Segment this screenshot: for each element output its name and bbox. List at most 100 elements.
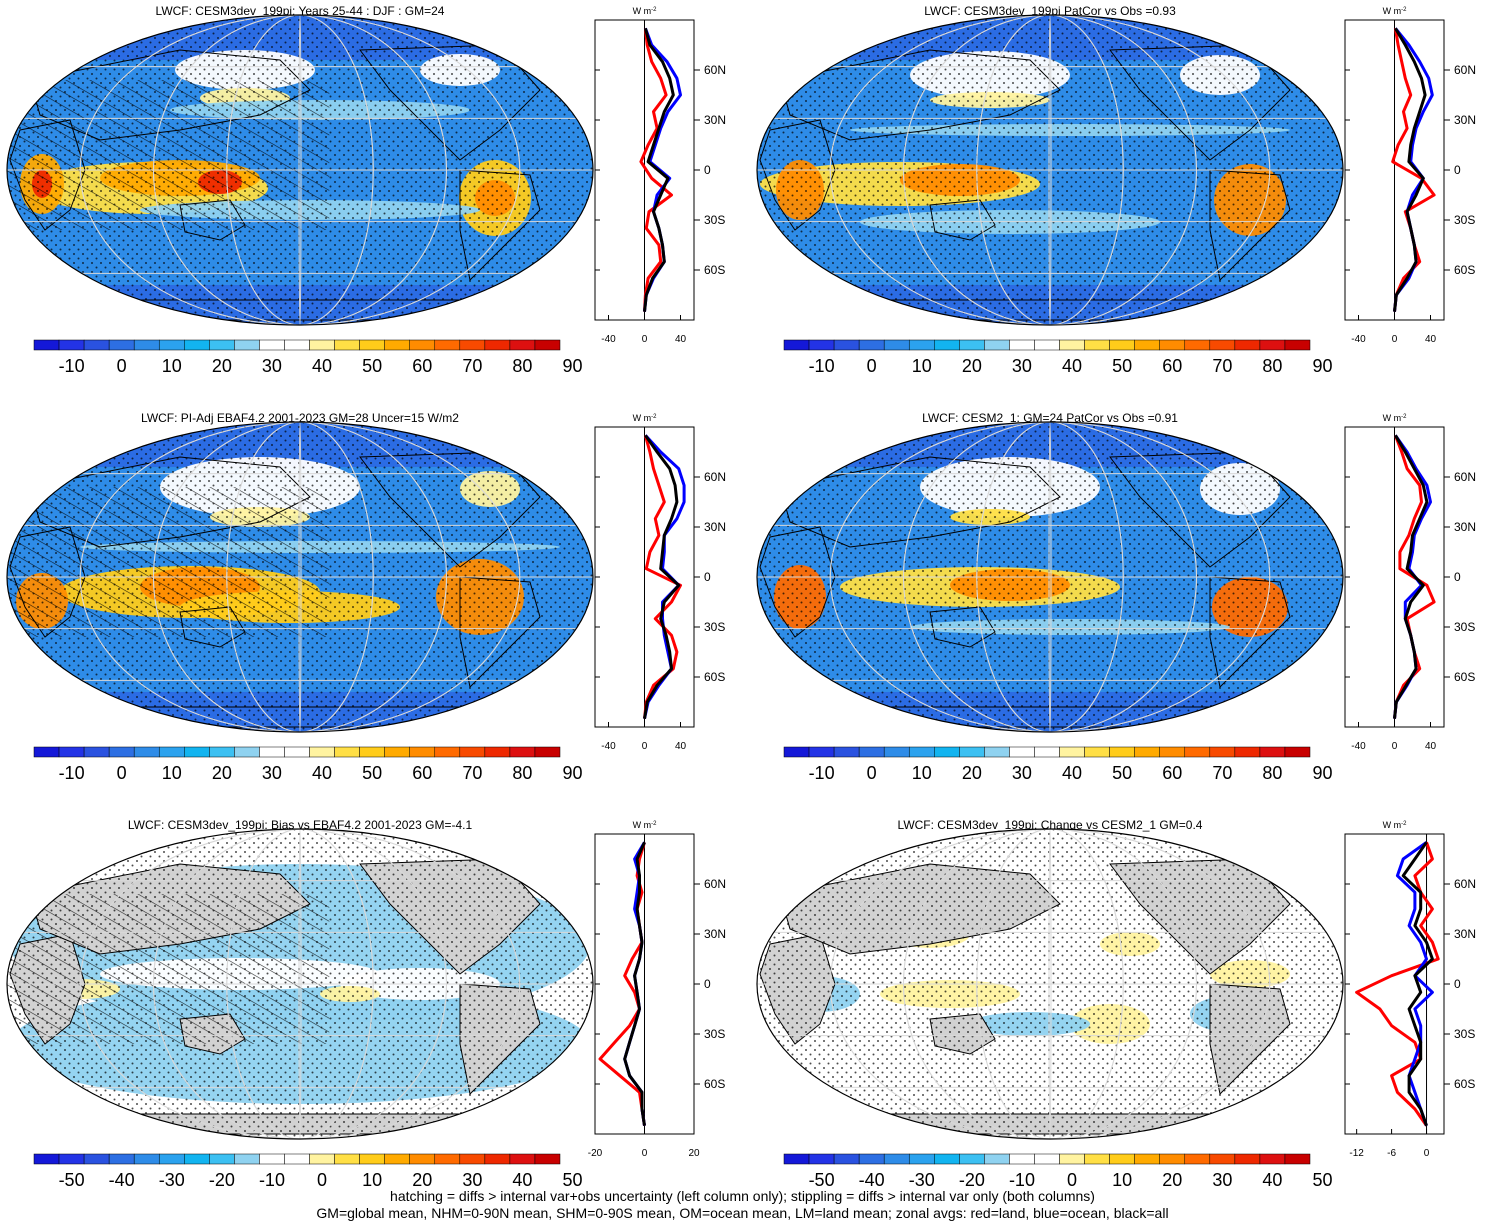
- map-outline: [756, 14, 1344, 326]
- colorbar-swatch: [209, 339, 235, 351]
- colorbar-label: -40: [859, 1170, 885, 1190]
- panel-title: LWCF: CESM3dev_199pi PatCor vs Obs =0.93: [924, 4, 1176, 18]
- colorbar-swatch: [984, 746, 1010, 758]
- zonal-lat-label: 30N: [704, 520, 726, 534]
- colorbar-swatch: [384, 1153, 410, 1165]
- longitude-line: [79, 422, 521, 732]
- zonal-series-land: [598, 841, 646, 1126]
- zonal-x-tick-label: 0: [1424, 1148, 1430, 1159]
- colorbar-swatch: [1134, 339, 1160, 351]
- colorbar-label: 80: [1262, 356, 1282, 376]
- colorbar-swatch: [509, 339, 536, 351]
- colorbar-swatch: [509, 746, 536, 758]
- colorbar-swatch: [808, 746, 835, 758]
- colorbar-swatch: [234, 746, 260, 758]
- zonal-series-land: [643, 434, 682, 719]
- colorbar-swatch: [108, 339, 135, 351]
- colorbar-label: -20: [959, 1170, 985, 1190]
- zonal-series-land: [1355, 841, 1440, 1127]
- colorbar-swatch: [1159, 1153, 1186, 1165]
- colorbar-swatch: [309, 746, 335, 758]
- longitude-line: [829, 422, 1271, 732]
- colorbar-swatch: [858, 746, 885, 758]
- colorbar-swatch: [1284, 1153, 1311, 1165]
- colorbar: -50 -40 -30 -20 -10 0 10 20 30 40 50: [33, 1153, 583, 1190]
- panel-title: LWCF: CESM3dev_199pi: Years 25-44 : DJF …: [156, 4, 445, 18]
- colorbar-swatch: [883, 746, 910, 758]
- map-field: [757, 422, 1343, 732]
- greenland-landmass: [1264, 843, 1311, 880]
- colorbar-label: 30: [1012, 356, 1032, 376]
- zonal-lat-label: 0: [704, 163, 711, 177]
- zonal-lat-label: 60N: [704, 63, 726, 77]
- colorbar-swatch: [1109, 1153, 1135, 1165]
- longitude-line: [79, 15, 521, 325]
- colorbar-swatch: [858, 339, 885, 351]
- colorbar-swatch: [184, 339, 210, 351]
- colorbar-swatch: [1059, 1153, 1085, 1165]
- colorbar: -10 0 10 20 30 40 50 60 70 80 90: [33, 746, 583, 783]
- colorbar-label: 10: [362, 1170, 382, 1190]
- colorbar-label: 50: [362, 356, 382, 376]
- panel-4: LWCF: CESM2_1: GM=24 PatCor vs Obs =0.91…: [756, 411, 1476, 783]
- colorbar-swatch: [359, 1153, 385, 1165]
- colorbar-label: 70: [462, 356, 482, 376]
- colorbar-swatch: [1034, 746, 1060, 758]
- colorbar-swatch: [808, 339, 835, 351]
- longitude-line: [226, 422, 374, 732]
- colorbar-swatch: [959, 1153, 985, 1165]
- panel-title: LWCF: CESM2_1: GM=24 PatCor vs Obs =0.91: [922, 411, 1178, 425]
- colorbar-label: 40: [512, 1170, 532, 1190]
- colorbar-swatch: [908, 1153, 935, 1165]
- zonal-lat-label: 30S: [704, 620, 725, 634]
- colorbar-swatch: [459, 746, 486, 758]
- map-field: [7, 422, 593, 732]
- colorbar-swatch: [833, 339, 860, 351]
- colorbar-swatch: [334, 1153, 360, 1165]
- zonal-x-tick-label: 0: [642, 741, 648, 752]
- zonal-lat-label: 60S: [1454, 263, 1475, 277]
- colorbar-swatch: [133, 1153, 160, 1165]
- colorbar-label: -20: [209, 1170, 235, 1190]
- colorbar-swatch: [858, 1153, 885, 1165]
- zonal-lat-label: 0: [704, 570, 711, 584]
- zonal-units: W m-2: [1383, 413, 1407, 423]
- longitude-line: [152, 15, 448, 325]
- colorbar-swatch: [359, 746, 385, 758]
- colorbar-swatch: [783, 746, 810, 758]
- zonal-x-tick-label: 0: [642, 1148, 648, 1159]
- zonal-lat-label: 30N: [704, 113, 726, 127]
- colorbar-label: 10: [1112, 1170, 1132, 1190]
- zonal-x-tick-label: 0: [1392, 741, 1398, 752]
- colorbar-swatch: [108, 1153, 135, 1165]
- colorbar-label: 30: [262, 356, 282, 376]
- colorbar-swatch: [1059, 746, 1085, 758]
- colorbar-swatch: [1134, 746, 1160, 758]
- colorbar-label: -10: [259, 1170, 285, 1190]
- hatching-overlay: [7, 894, 330, 1044]
- colorbar-label: 90: [563, 356, 583, 376]
- colorbar-swatch: [833, 1153, 860, 1165]
- colorbar-swatch: [1234, 1153, 1261, 1165]
- colorbar-swatch: [1109, 746, 1135, 758]
- colorbar-label: 0: [117, 763, 127, 783]
- zonal-lat-label: 30S: [1454, 213, 1475, 227]
- zonal-x-tick-label: 40: [675, 334, 687, 345]
- colorbar-swatch: [534, 339, 561, 351]
- greenland-landmass: [1264, 436, 1311, 473]
- panel-3: LWCF: PI-Adj EBAF4.2 2001-2023 GM=28 Unc…: [6, 411, 726, 783]
- zonal-x-tick-label: -6: [1387, 1148, 1396, 1159]
- zonal-lat-label: 0: [704, 977, 711, 991]
- colorbar-label: 90: [1313, 356, 1333, 376]
- zonal-units: W m-2: [1383, 820, 1407, 830]
- colorbar-swatch: [1059, 339, 1085, 351]
- colorbar-swatch: [1209, 1153, 1236, 1165]
- map-outline: [756, 828, 1344, 1140]
- panel-1: LWCF: CESM3dev_199pi: Years 25-44 : DJF …: [6, 4, 726, 376]
- longitude-line: [902, 15, 1198, 325]
- colorbar-swatch: [209, 746, 235, 758]
- map-outline: [6, 14, 594, 326]
- colorbar-label: -10: [809, 356, 835, 376]
- colorbar-swatch: [133, 746, 160, 758]
- colorbar-swatch: [883, 1153, 910, 1165]
